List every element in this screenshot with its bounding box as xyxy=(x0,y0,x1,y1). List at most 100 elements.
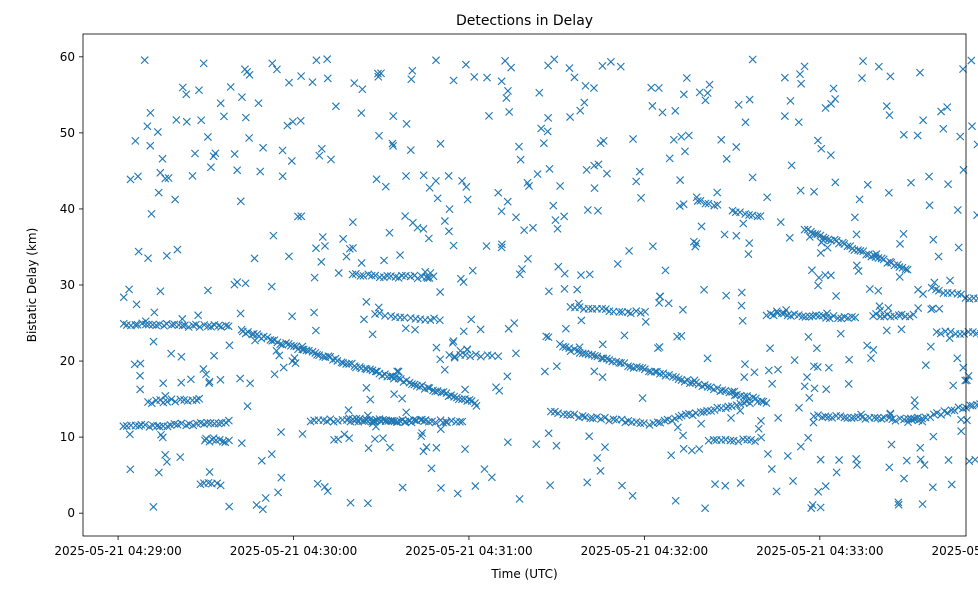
detection-point xyxy=(813,411,822,420)
detection-point xyxy=(811,230,820,239)
detection-point xyxy=(323,487,332,496)
detection-point xyxy=(137,420,146,429)
detection-point xyxy=(831,95,840,103)
x-axis-ticks: 2025-05-21 04:29:00 2025-05-21 04:30:00 20… xyxy=(54,536,978,558)
detection-point xyxy=(874,62,883,71)
detection-point xyxy=(679,444,688,453)
detection-point xyxy=(197,116,206,125)
detection-point xyxy=(393,367,402,376)
detection-point xyxy=(357,258,366,267)
detection-point xyxy=(697,222,706,231)
detection-point xyxy=(313,350,322,359)
detection-point xyxy=(549,201,558,210)
detection-point xyxy=(136,385,145,394)
detection-point xyxy=(865,284,874,293)
detection-point xyxy=(149,337,158,346)
detection-point xyxy=(189,321,198,330)
detection-point xyxy=(822,385,831,394)
detection-point xyxy=(467,315,476,324)
detection-point xyxy=(389,141,398,150)
detection-point xyxy=(653,418,662,427)
detection-point xyxy=(581,412,590,421)
detection-point xyxy=(732,231,741,240)
detection-point xyxy=(598,61,607,70)
detection-point xyxy=(497,207,506,216)
detection-point xyxy=(159,379,168,388)
detection-point xyxy=(658,108,667,117)
detection-point xyxy=(894,500,903,509)
detection-point xyxy=(641,317,650,326)
detection-point xyxy=(225,436,233,445)
detection-point xyxy=(852,261,861,270)
detection-point xyxy=(433,194,442,203)
detection-point xyxy=(819,236,828,245)
detection-point xyxy=(425,273,434,282)
detection-point xyxy=(665,154,674,163)
detection-point xyxy=(224,416,233,425)
detection-point xyxy=(516,155,525,164)
detection-point xyxy=(973,211,978,220)
detection-point xyxy=(584,350,593,359)
detection-point xyxy=(556,182,565,191)
detection-point xyxy=(310,273,319,282)
detection-point xyxy=(703,89,712,98)
detection-point xyxy=(899,229,908,238)
detection-point xyxy=(906,178,915,187)
detection-point xyxy=(807,504,816,513)
detection-point xyxy=(754,424,763,433)
detection-point xyxy=(425,384,434,393)
detection-point xyxy=(971,455,978,464)
detection-point xyxy=(840,413,849,422)
detection-point xyxy=(574,299,583,308)
detection-point xyxy=(655,298,664,307)
detection-point xyxy=(162,319,171,328)
detection-point xyxy=(934,252,943,261)
detection-point xyxy=(258,505,267,514)
detection-point xyxy=(696,408,705,417)
detection-point xyxy=(713,188,722,197)
detection-point xyxy=(236,374,245,383)
detection-point xyxy=(488,351,497,360)
detection-point xyxy=(816,503,825,512)
x-tick-label: 2025-05-21 04:30:00 xyxy=(230,544,357,558)
detection-point xyxy=(339,234,348,243)
detection-point xyxy=(953,354,962,363)
detection-point xyxy=(432,443,441,452)
detection-point xyxy=(495,386,504,395)
detection-point xyxy=(272,346,281,355)
detection-point xyxy=(946,276,954,285)
detection-point xyxy=(882,326,891,335)
x-tick-label: 2025-05-21 04:33:00 xyxy=(756,544,883,558)
detection-point xyxy=(310,308,319,317)
detection-point xyxy=(944,180,953,189)
detection-point xyxy=(844,379,853,388)
detection-point xyxy=(692,193,701,202)
detection-point xyxy=(660,416,669,425)
detection-point xyxy=(874,254,883,263)
detection-point xyxy=(345,414,354,423)
detection-point xyxy=(648,101,657,110)
detection-point xyxy=(320,482,329,491)
detection-point xyxy=(243,328,252,336)
detection-point xyxy=(884,303,893,312)
detection-point xyxy=(957,415,966,424)
detection-point xyxy=(209,434,218,443)
detection-point xyxy=(944,456,953,465)
detection-point xyxy=(852,230,861,239)
detection-point xyxy=(816,455,825,464)
detection-point xyxy=(363,499,372,508)
detection-point xyxy=(366,365,375,374)
detection-point xyxy=(805,393,814,402)
detection-point xyxy=(593,352,602,361)
detection-point xyxy=(821,482,830,491)
detection-point xyxy=(346,498,355,507)
detection-point xyxy=(713,200,722,209)
detection-point xyxy=(609,307,618,316)
detection-point xyxy=(287,156,296,165)
detection-point xyxy=(972,400,978,409)
detection-point xyxy=(379,415,388,424)
detection-point xyxy=(789,477,798,485)
detection-point xyxy=(954,243,963,252)
detection-point xyxy=(813,136,822,145)
detection-point xyxy=(756,416,765,425)
